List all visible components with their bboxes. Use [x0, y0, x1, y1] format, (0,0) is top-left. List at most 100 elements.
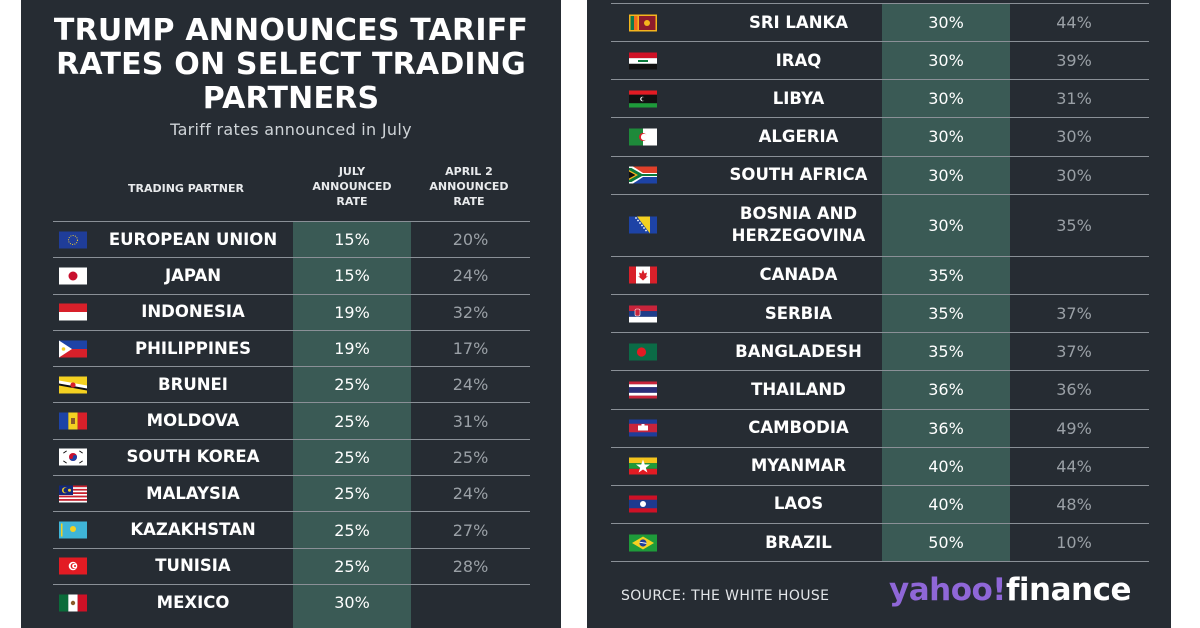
brunei-flag-icon [59, 376, 87, 394]
april-rate: 44% [1056, 456, 1092, 476]
table-row-thailand: THAILAND 36% 36% [611, 370, 1149, 408]
table-row-bosnia-and-herzegovina: BOSNIA AND HERZEGOVINA 30% 35% [611, 193, 1149, 256]
partner-name: INDONESIA [141, 302, 245, 322]
july-rate: 30% [928, 165, 964, 185]
moldova-flag-icon [59, 412, 87, 430]
cambodia-flag-icon [629, 419, 657, 437]
philippines-flag-icon [59, 340, 87, 358]
chart-subtitle: Tariff rates announced in July [170, 120, 412, 139]
april-rate: 48% [1056, 494, 1092, 514]
july-rate: 36% [928, 380, 964, 400]
partner-name: SOUTH KOREA [126, 447, 260, 467]
april-rate: 30% [1056, 127, 1092, 147]
eu-flag-icon [59, 231, 87, 249]
april-rate: 24% [452, 266, 489, 286]
table-row-mexico: MEXICO 30% [53, 583, 530, 620]
table-row-cambodia: CAMBODIA 36% 49% [611, 408, 1149, 447]
table-right: SRI LANKA 30% 44% IRAQ 30% 39% LIBYA 30% 31% ALGE… [611, 3, 1149, 563]
july-rate: 25% [334, 520, 370, 540]
iraq-flag-icon [629, 52, 657, 70]
table-left: EUROPEAN UNION 15% 20% JAPAN 15% 24% INDONESIA… [53, 221, 530, 628]
april-rate: 44% [1056, 13, 1092, 32]
april-rate: 31% [1056, 89, 1092, 109]
july-rate: 30% [334, 593, 370, 613]
partner-name: TUNISIA [155, 556, 231, 576]
partner-name: MYANMAR [750, 456, 847, 476]
table-row-brunei: BRUNEI 25% 24% [53, 366, 530, 402]
bosnia-flag-icon [629, 216, 657, 234]
partner-name: SRI LANKA [748, 12, 849, 32]
july-rate: 19% [334, 339, 370, 359]
april-rate: 10% [1056, 533, 1092, 553]
south-africa-flag-icon [629, 166, 657, 184]
july-rate: 40% [928, 494, 964, 514]
july-rate: 25% [334, 556, 370, 576]
table-row-kazakhstan: KAZAKHSTAN 25% 27% [53, 511, 530, 547]
table-bottom-rule [611, 561, 1149, 563]
table-row-algeria: ALGERIA 30% 30% [611, 117, 1149, 155]
mexico-flag-icon [59, 594, 87, 612]
partner-name: ALGERIA [758, 126, 839, 146]
table-row-tunisia: TUNISIA 25% 28% [53, 547, 530, 584]
libya-flag-icon [629, 90, 657, 108]
july-rate: 30% [928, 13, 964, 32]
algeria-flag-icon [629, 128, 657, 146]
april-rate: 20% [452, 230, 489, 250]
indonesia-flag-icon [59, 303, 87, 321]
bangladesh-flag-icon [629, 343, 657, 361]
april-rate: 49% [1056, 418, 1092, 438]
july-rate: 25% [334, 484, 370, 504]
july-rate: 15% [334, 266, 370, 286]
april-rate [1010, 257, 1138, 294]
july-rate: 30% [928, 51, 964, 71]
partner-name: CAMBODIA [748, 418, 849, 438]
partner-name: MALAYSIA [146, 483, 240, 503]
myanmar-flag-icon [629, 457, 657, 475]
april-rate: 24% [452, 484, 489, 504]
thailand-flag-icon [629, 381, 657, 399]
table-row-south-africa: SOUTH AFRICA 30% 30% [611, 155, 1149, 194]
april-rate: 24% [452, 375, 489, 395]
partner-name: JAPAN [164, 265, 222, 285]
partner-name: CANADA [759, 265, 838, 285]
table-row-south-korea: SOUTH KOREA 25% 25% [53, 438, 530, 475]
july-rate: 50% [928, 533, 964, 553]
japan-flag-icon [59, 267, 87, 285]
july-rate: 30% [928, 127, 964, 147]
table-row-iraq: IRAQ 30% 39% [611, 41, 1149, 79]
table-row-moldova: MOLDOVA 25% 31% [53, 402, 530, 438]
kazakhstan-flag-icon [59, 521, 87, 539]
laos-flag-icon [629, 495, 657, 513]
column-header-april: APRIL 2 ANNOUNCED RATE [429, 165, 509, 208]
april-rate: 37% [1056, 342, 1092, 362]
july-column-highlight [882, 3, 1010, 561]
partner-name: IRAQ [775, 50, 822, 70]
partner-name: LIBYA [772, 88, 825, 108]
july-rate: 35% [928, 342, 964, 362]
table-row-sri-lanka: SRI LANKA 30% 44% [611, 3, 1149, 41]
partner-name: BRUNEI [158, 374, 228, 394]
april-rate: 36% [1056, 380, 1092, 400]
july-rate: 30% [928, 215, 964, 235]
partner-name: MEXICO [156, 592, 230, 612]
partner-name: SERBIA [764, 303, 833, 323]
table-row-bangladesh: BANGLADESH 35% 37% [611, 332, 1149, 370]
table-row-serbia: SERBIA 35% 37% [611, 293, 1149, 332]
july-rate: 25% [334, 375, 370, 395]
partner-name: EUROPEAN UNION [108, 229, 278, 249]
table-row-myanmar: MYANMAR 40% 44% [611, 446, 1149, 485]
july-rate: 30% [928, 89, 964, 109]
partner-name: MOLDOVA [146, 411, 240, 431]
source-note: SOURCE: THE WHITE HOUSE [621, 588, 830, 604]
south-korea-flag-icon [59, 448, 87, 466]
brazil-flag-icon [629, 534, 657, 552]
canada-flag-icon [629, 266, 657, 284]
table-row-libya: LIBYA 30% 31% [611, 79, 1149, 117]
yahoo-finance-logo: yahoo!finance [889, 572, 1132, 608]
april-rate: 28% [452, 556, 489, 576]
column-header-partner: TRADING PARTNER [127, 182, 244, 195]
partner-name: SOUTH AFRICA [729, 165, 868, 185]
july-column-highlight [293, 221, 411, 628]
table-row-japan: JAPAN 15% 24% [53, 257, 530, 293]
partner-name: KAZAKHSTAN [130, 520, 256, 540]
